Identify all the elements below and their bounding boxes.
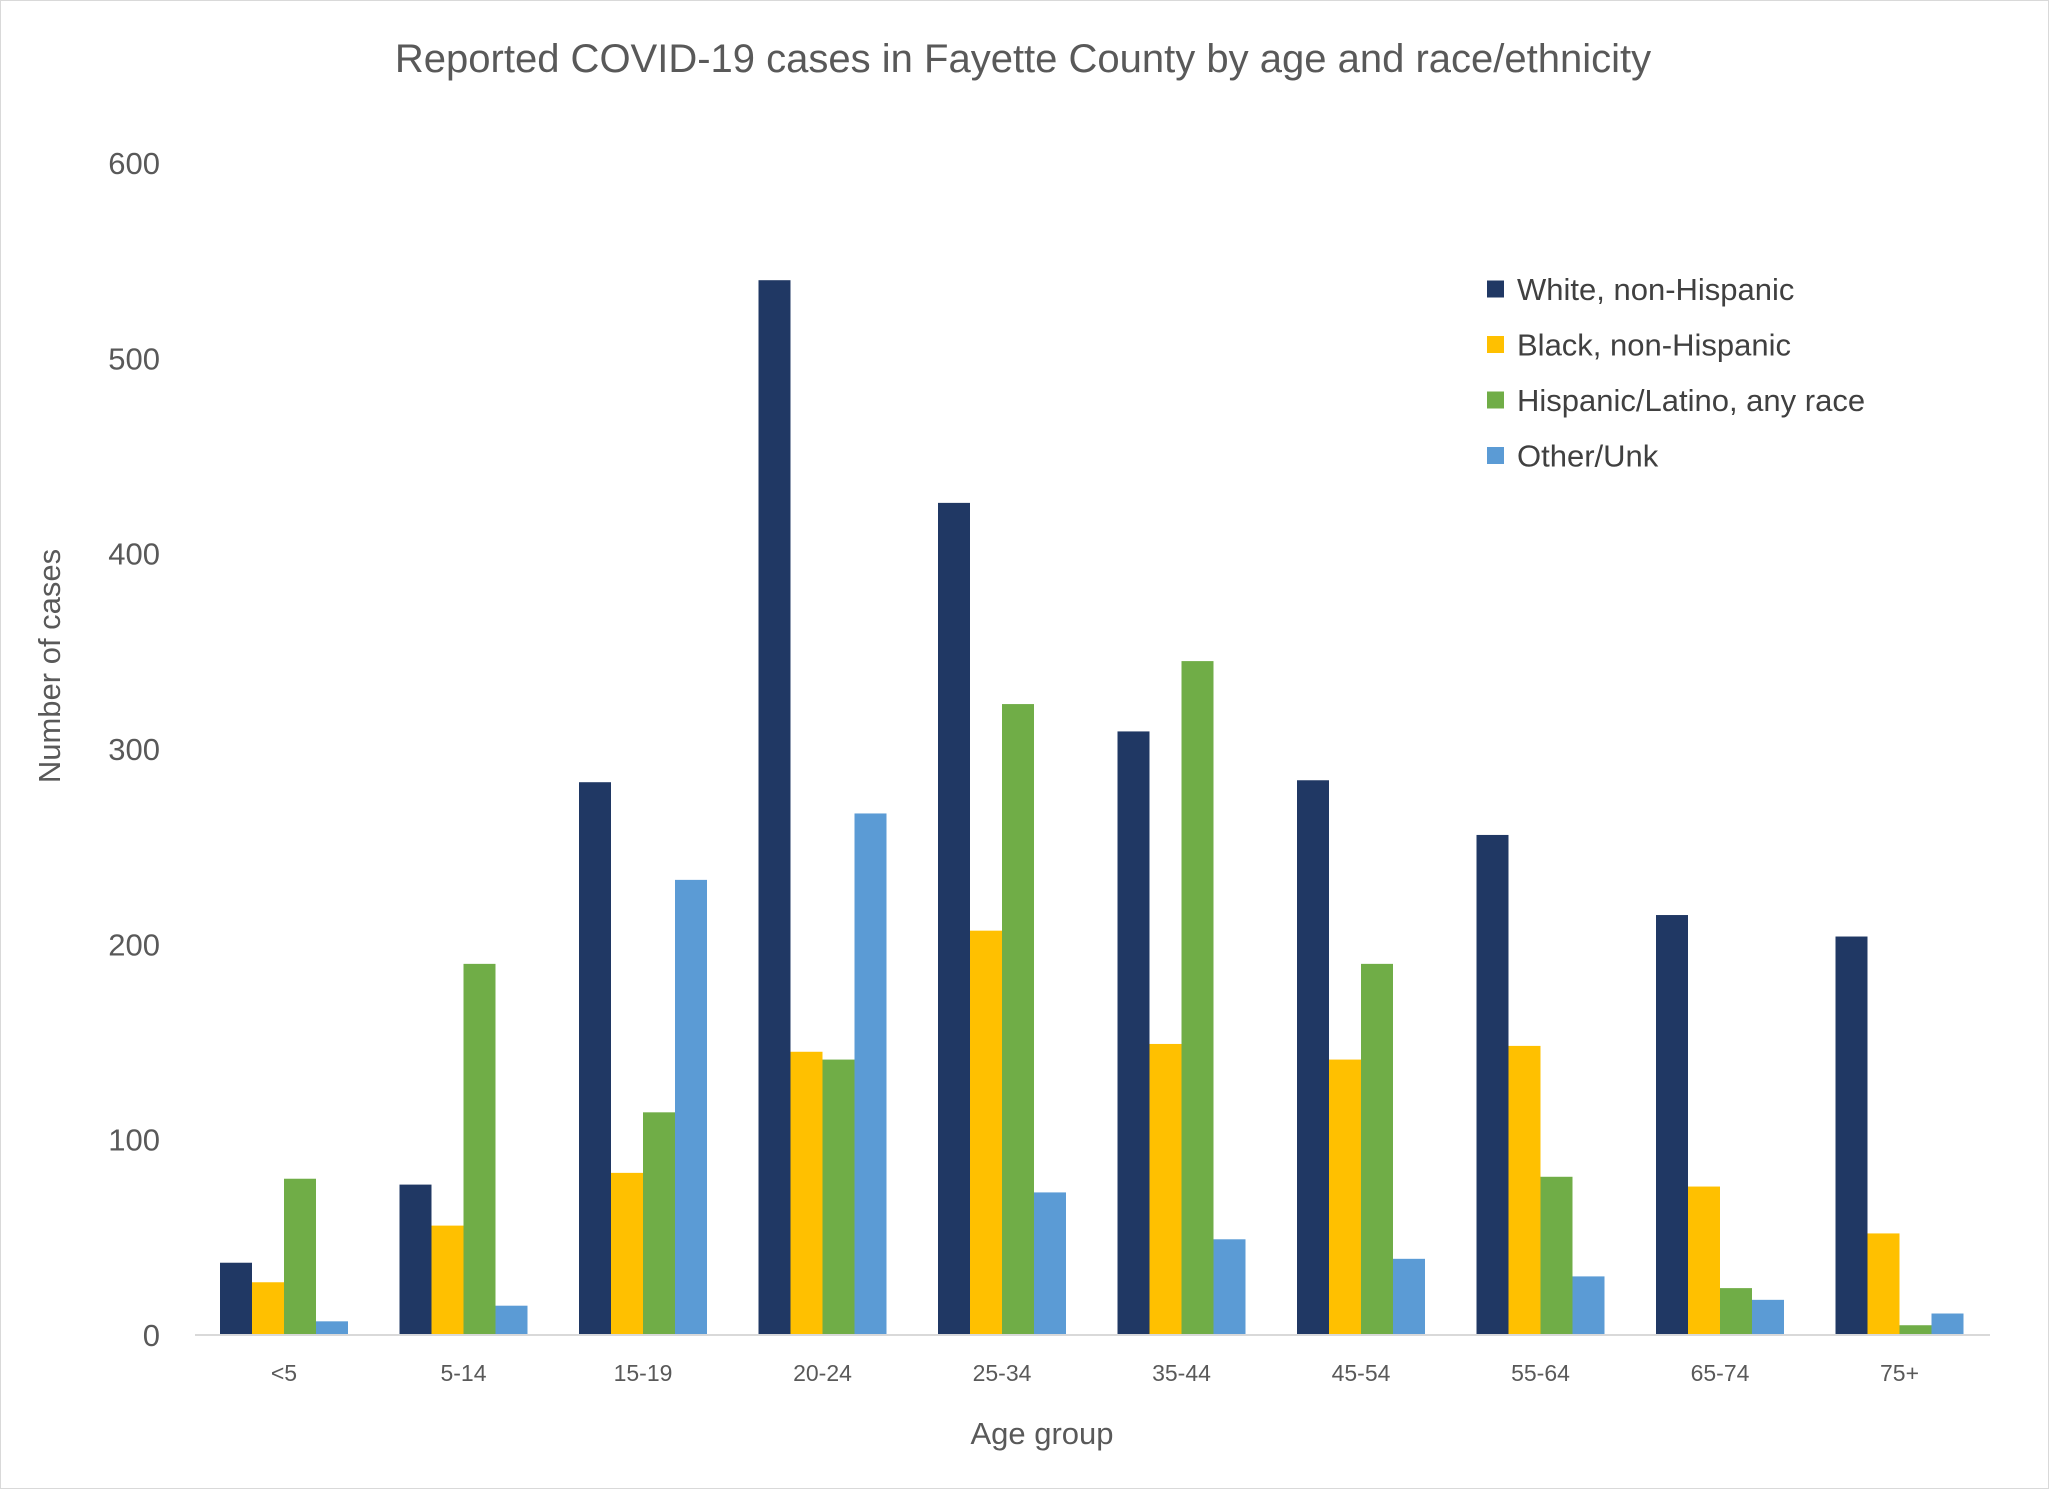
y-tick-label: 300 [108,732,160,767]
bar-2-0 [284,1178,316,1335]
legend-swatch [1487,391,1504,409]
bar-3-5 [1213,1239,1246,1335]
x-tick-label: 20-24 [793,1360,852,1386]
legend-swatch [1487,280,1504,298]
x-tick-label: <5 [271,1360,297,1386]
bar-1-1 [431,1225,464,1335]
bar-1-7 [1508,1045,1541,1335]
bar-0-8 [1656,915,1688,1335]
x-tick-label: 55-64 [1511,1360,1570,1386]
bar-2-6 [1361,963,1393,1335]
bar-0-2 [579,782,611,1335]
y-axis-title: Number of cases [32,549,67,783]
bar-2-3 [822,1059,855,1335]
y-tick-label: 100 [108,1123,160,1158]
bar-3-1 [495,1305,528,1335]
bar-2-2 [643,1112,675,1335]
bar-1-0 [252,1282,284,1335]
bar-2-1 [463,963,496,1335]
bar-2-5 [1181,661,1214,1335]
bar-3-3 [854,813,887,1335]
bar-3-8 [1752,1299,1784,1335]
legend-swatch [1487,447,1504,464]
y-tick-label: 400 [108,537,160,572]
legend-label: Hispanic/Latino, any race [1517,383,1865,418]
y-axis-ticks: 0 100 200 300 400 500 600 [108,146,160,1353]
x-tick-label: 45-54 [1332,1360,1391,1386]
legend-label: Black, non-Hispanic [1517,328,1791,363]
x-tick-label: 75+ [1880,1360,1919,1386]
bar-3-4 [1034,1192,1066,1335]
bar-0-3 [758,280,791,1336]
bar-0-5 [1117,731,1150,1335]
bar-3-2 [675,879,707,1335]
bar-2-8 [1720,1288,1752,1335]
legend-label: Other/Unk [1517,439,1659,474]
x-tick-label: 65-74 [1691,1360,1750,1386]
bar-1-9 [1867,1233,1900,1335]
x-tick-label: 5-14 [440,1360,486,1386]
y-tick-label: 500 [108,341,160,376]
bar-1-4 [970,930,1002,1335]
legend-label: White, non-Hispanic [1517,272,1794,307]
bar-1-6 [1329,1059,1361,1335]
legend-swatch [1487,336,1504,353]
bars [220,280,1964,1336]
y-tick-label: 0 [143,1318,160,1353]
bar-0-1 [399,1184,432,1335]
bar-0-0 [220,1262,252,1335]
bar-3-0 [316,1321,348,1335]
x-axis-ticks: <5 5-14 15-19 20-24 25-34 35-44 45-54 55-64 65-7… [271,1360,1919,1386]
y-tick-label: 200 [108,927,160,962]
bar-1-3 [790,1051,823,1335]
bar-0-6 [1297,780,1329,1335]
bar-0-9 [1835,936,1868,1335]
bar-2-7 [1540,1176,1573,1335]
bar-1-8 [1688,1186,1720,1335]
x-tick-label: 15-19 [614,1360,673,1386]
chart-title: Reported COVID-19 cases in Fayette Count… [395,37,1651,81]
x-tick-label: 35-44 [1152,1360,1211,1386]
bar-3-9 [1931,1313,1964,1335]
bar-1-5 [1149,1043,1182,1335]
x-axis-title: Age group [970,1416,1113,1451]
bar-3-7 [1572,1276,1605,1335]
bar-3-6 [1393,1258,1425,1335]
bar-2-4 [1002,704,1034,1335]
bar-0-4 [938,502,970,1335]
bar-2-9 [1899,1325,1932,1335]
x-tick-label: 25-34 [973,1360,1032,1386]
bar-0-7 [1476,834,1509,1335]
y-tick-label: 600 [108,146,160,181]
bar-1-2 [611,1172,643,1335]
legend: White, non-Hispanic Black, non-Hispanic Hi… [1487,272,1865,474]
